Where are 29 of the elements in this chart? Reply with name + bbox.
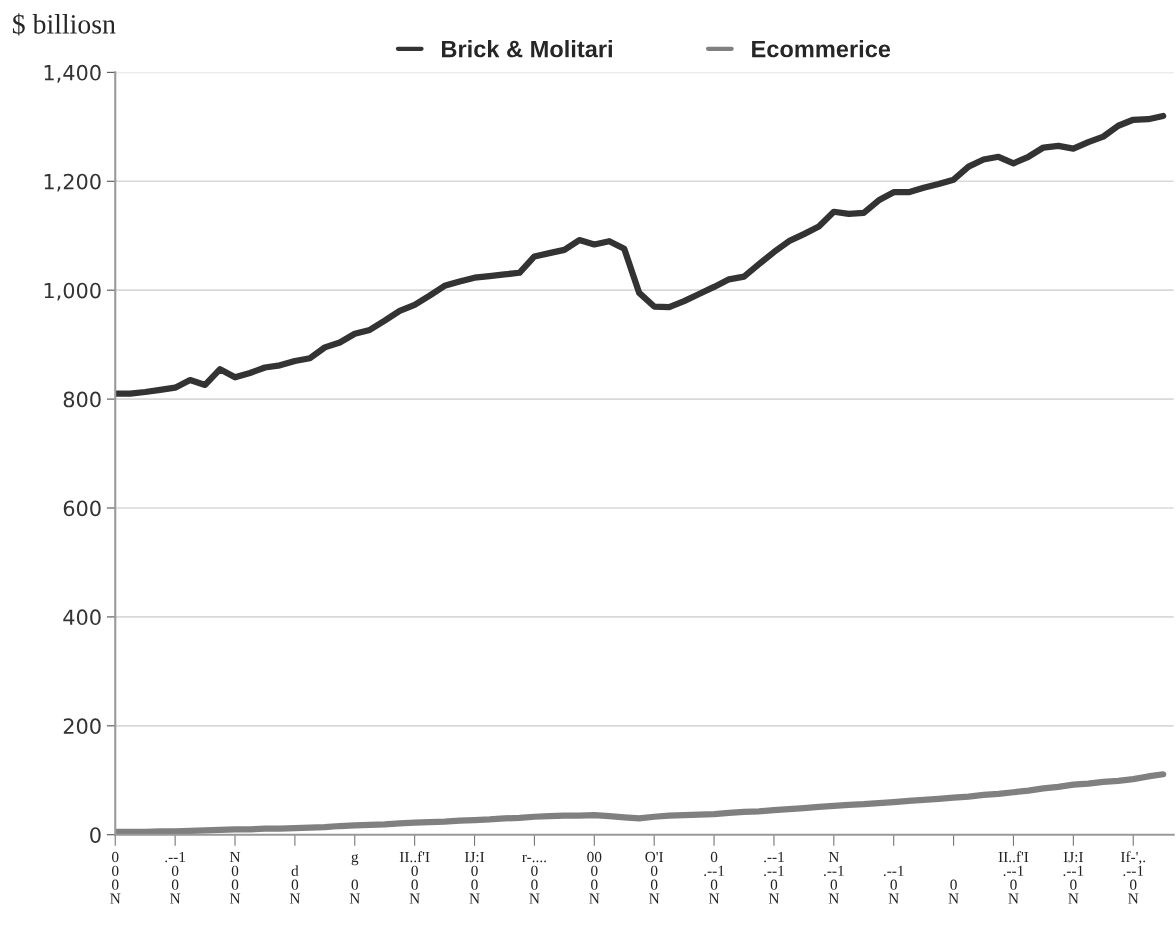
x-tick-label: r-.... 0 0 N	[522, 854, 546, 904]
y-tick-label: 1,200	[44, 173, 101, 192]
x-tick-label: .--1 .--1 0 N	[764, 851, 784, 904]
x-tick-label: II..f'I .--1 0 N	[998, 851, 1029, 904]
x-tick-label: N .--1 0 N	[824, 851, 844, 904]
x-tick-label: .--1 0 N	[883, 865, 904, 904]
x-tick-label: 0 .--1 0 N	[704, 851, 724, 904]
x-tick-label: .--1 0 0 N	[165, 851, 186, 904]
y-tick-label: 400	[63, 609, 101, 626]
y-tick-label: 200	[63, 718, 101, 735]
x-tick-label: O'I 0 0 N	[645, 851, 664, 904]
x-tick-label: N 0 0 N	[229, 851, 241, 904]
x-tick-label: If-',. .--1 0 N	[1120, 851, 1146, 904]
legend-label: Ecommerice	[752, 40, 891, 58]
y-axis-title: $ billiosn	[12, 13, 116, 36]
x-tick-label: g 0 N	[349, 854, 360, 904]
y-tick-label: 1,000	[44, 282, 101, 301]
y-tick-label: 1,400	[44, 64, 101, 83]
x-tick-label: 00 0 0 N	[587, 851, 602, 904]
y-tick-label: 0	[90, 827, 101, 843]
x-tick-label: II..f'I 0 0 N	[399, 851, 430, 904]
x-tick-label: 0 0 0 N	[110, 851, 121, 904]
y-tick-label: 600	[63, 500, 101, 517]
x-tick-label: 0 N	[948, 879, 959, 904]
legend-label: Brick & Molitari	[442, 40, 612, 58]
x-tick-label: IJ:I 0 0 N	[464, 851, 485, 904]
x-tick-label: d 0 N	[289, 865, 301, 904]
y-tick-label: 800	[63, 391, 101, 408]
x-tick-label: IJ:I .--1 0 N	[1063, 851, 1084, 904]
